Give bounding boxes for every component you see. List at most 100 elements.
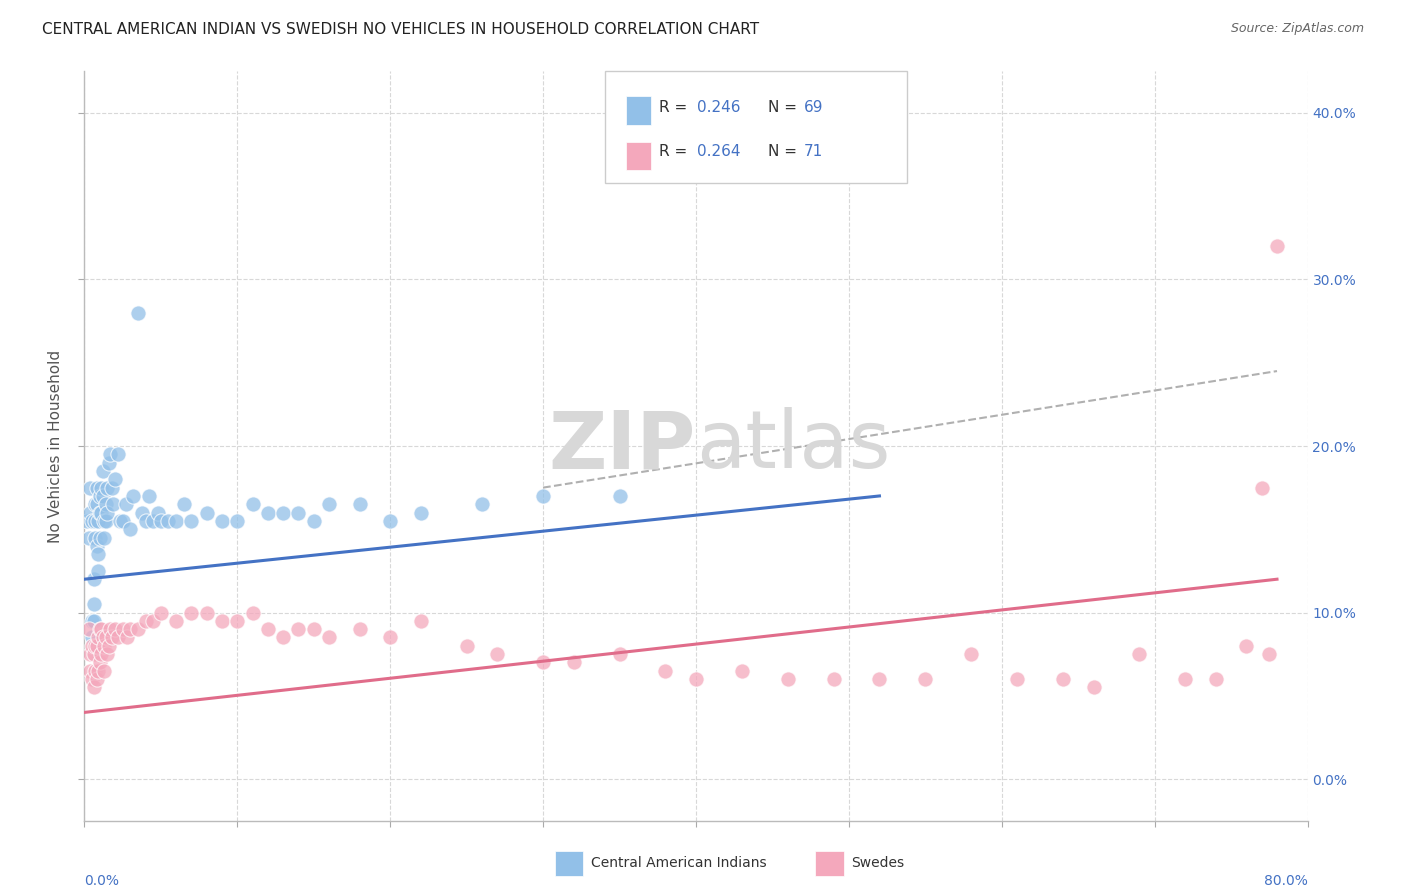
Point: [226, 514, 249, 528]
Point: [89, 622, 111, 636]
Point: [142, 514, 165, 528]
Point: [90, 481, 112, 495]
Point: [823, 672, 845, 686]
Point: [115, 631, 138, 645]
Point: [94, 514, 117, 528]
Point: [89, 506, 111, 520]
Point: [302, 622, 325, 636]
Point: [89, 489, 111, 503]
Point: [409, 506, 432, 520]
Point: [80, 631, 103, 645]
Point: [242, 497, 264, 511]
Point: [914, 672, 936, 686]
Point: [211, 614, 233, 628]
Point: [90, 622, 112, 636]
Point: [180, 514, 202, 528]
Point: [98, 447, 121, 461]
Text: N =: N =: [768, 100, 801, 115]
Point: [96, 481, 118, 495]
Point: [135, 614, 157, 628]
Point: [79, 647, 101, 661]
Point: [122, 489, 145, 503]
Point: [93, 514, 115, 528]
Point: [195, 506, 218, 520]
Point: [98, 622, 121, 636]
Point: [101, 481, 124, 495]
Point: [80, 672, 103, 686]
Text: R =: R =: [659, 100, 693, 115]
Point: [94, 497, 117, 511]
Point: [90, 506, 112, 520]
Point: [471, 497, 494, 511]
Point: [83, 572, 105, 586]
Point: [1128, 647, 1150, 661]
Text: Source: ZipAtlas.com: Source: ZipAtlas.com: [1230, 22, 1364, 36]
Point: [114, 497, 136, 511]
Point: [731, 664, 754, 678]
Point: [86, 539, 108, 553]
Point: [87, 514, 110, 528]
Text: CENTRAL AMERICAN INDIAN VS SWEDISH NO VEHICLES IN HOUSEHOLD CORRELATION CHART: CENTRAL AMERICAN INDIAN VS SWEDISH NO VE…: [42, 22, 759, 37]
Text: 69: 69: [804, 100, 824, 115]
Point: [349, 622, 371, 636]
Point: [91, 489, 114, 503]
Point: [257, 506, 280, 520]
Text: 80.0%: 80.0%: [1264, 874, 1308, 888]
Point: [226, 614, 249, 628]
Text: Swedes: Swedes: [851, 856, 904, 871]
Point: [104, 472, 127, 486]
Text: N =: N =: [768, 145, 801, 160]
Point: [77, 531, 100, 545]
Point: [960, 647, 983, 661]
Point: [87, 664, 110, 678]
Point: [654, 664, 676, 678]
Point: [87, 631, 110, 645]
Point: [80, 614, 103, 628]
Text: Central American Indians: Central American Indians: [591, 856, 766, 871]
Point: [93, 531, 115, 545]
Text: 0.0%: 0.0%: [84, 874, 120, 888]
Point: [83, 614, 105, 628]
Text: ZIP: ZIP: [548, 407, 696, 485]
Point: [93, 664, 115, 678]
Point: [1258, 647, 1281, 661]
Point: [531, 489, 554, 503]
Point: [87, 564, 110, 578]
Point: [91, 631, 114, 645]
Point: [195, 606, 218, 620]
Point: [1005, 672, 1028, 686]
Point: [89, 531, 111, 545]
Point: [302, 514, 325, 528]
Point: [86, 481, 108, 495]
Point: [83, 681, 105, 695]
Point: [157, 514, 180, 528]
Point: [84, 531, 107, 545]
Point: [287, 622, 309, 636]
Point: [83, 647, 105, 661]
Point: [86, 639, 108, 653]
Point: [1205, 672, 1227, 686]
Text: 0.264: 0.264: [697, 145, 741, 160]
Point: [90, 647, 112, 661]
Point: [149, 606, 172, 620]
Text: atlas: atlas: [696, 407, 890, 485]
Y-axis label: No Vehicles in Household: No Vehicles in Household: [48, 350, 63, 542]
Point: [108, 514, 131, 528]
Point: [776, 672, 799, 686]
Point: [86, 672, 108, 686]
Point: [173, 497, 195, 511]
Point: [84, 497, 107, 511]
Point: [103, 497, 125, 511]
Point: [1052, 672, 1074, 686]
Text: 71: 71: [804, 145, 824, 160]
Point: [87, 547, 110, 561]
Point: [486, 647, 509, 661]
Point: [1265, 239, 1288, 253]
Point: [349, 497, 371, 511]
Point: [120, 522, 142, 536]
Point: [138, 489, 160, 503]
Point: [131, 506, 153, 520]
Point: [97, 639, 120, 653]
Point: [83, 597, 105, 611]
Point: [271, 631, 294, 645]
